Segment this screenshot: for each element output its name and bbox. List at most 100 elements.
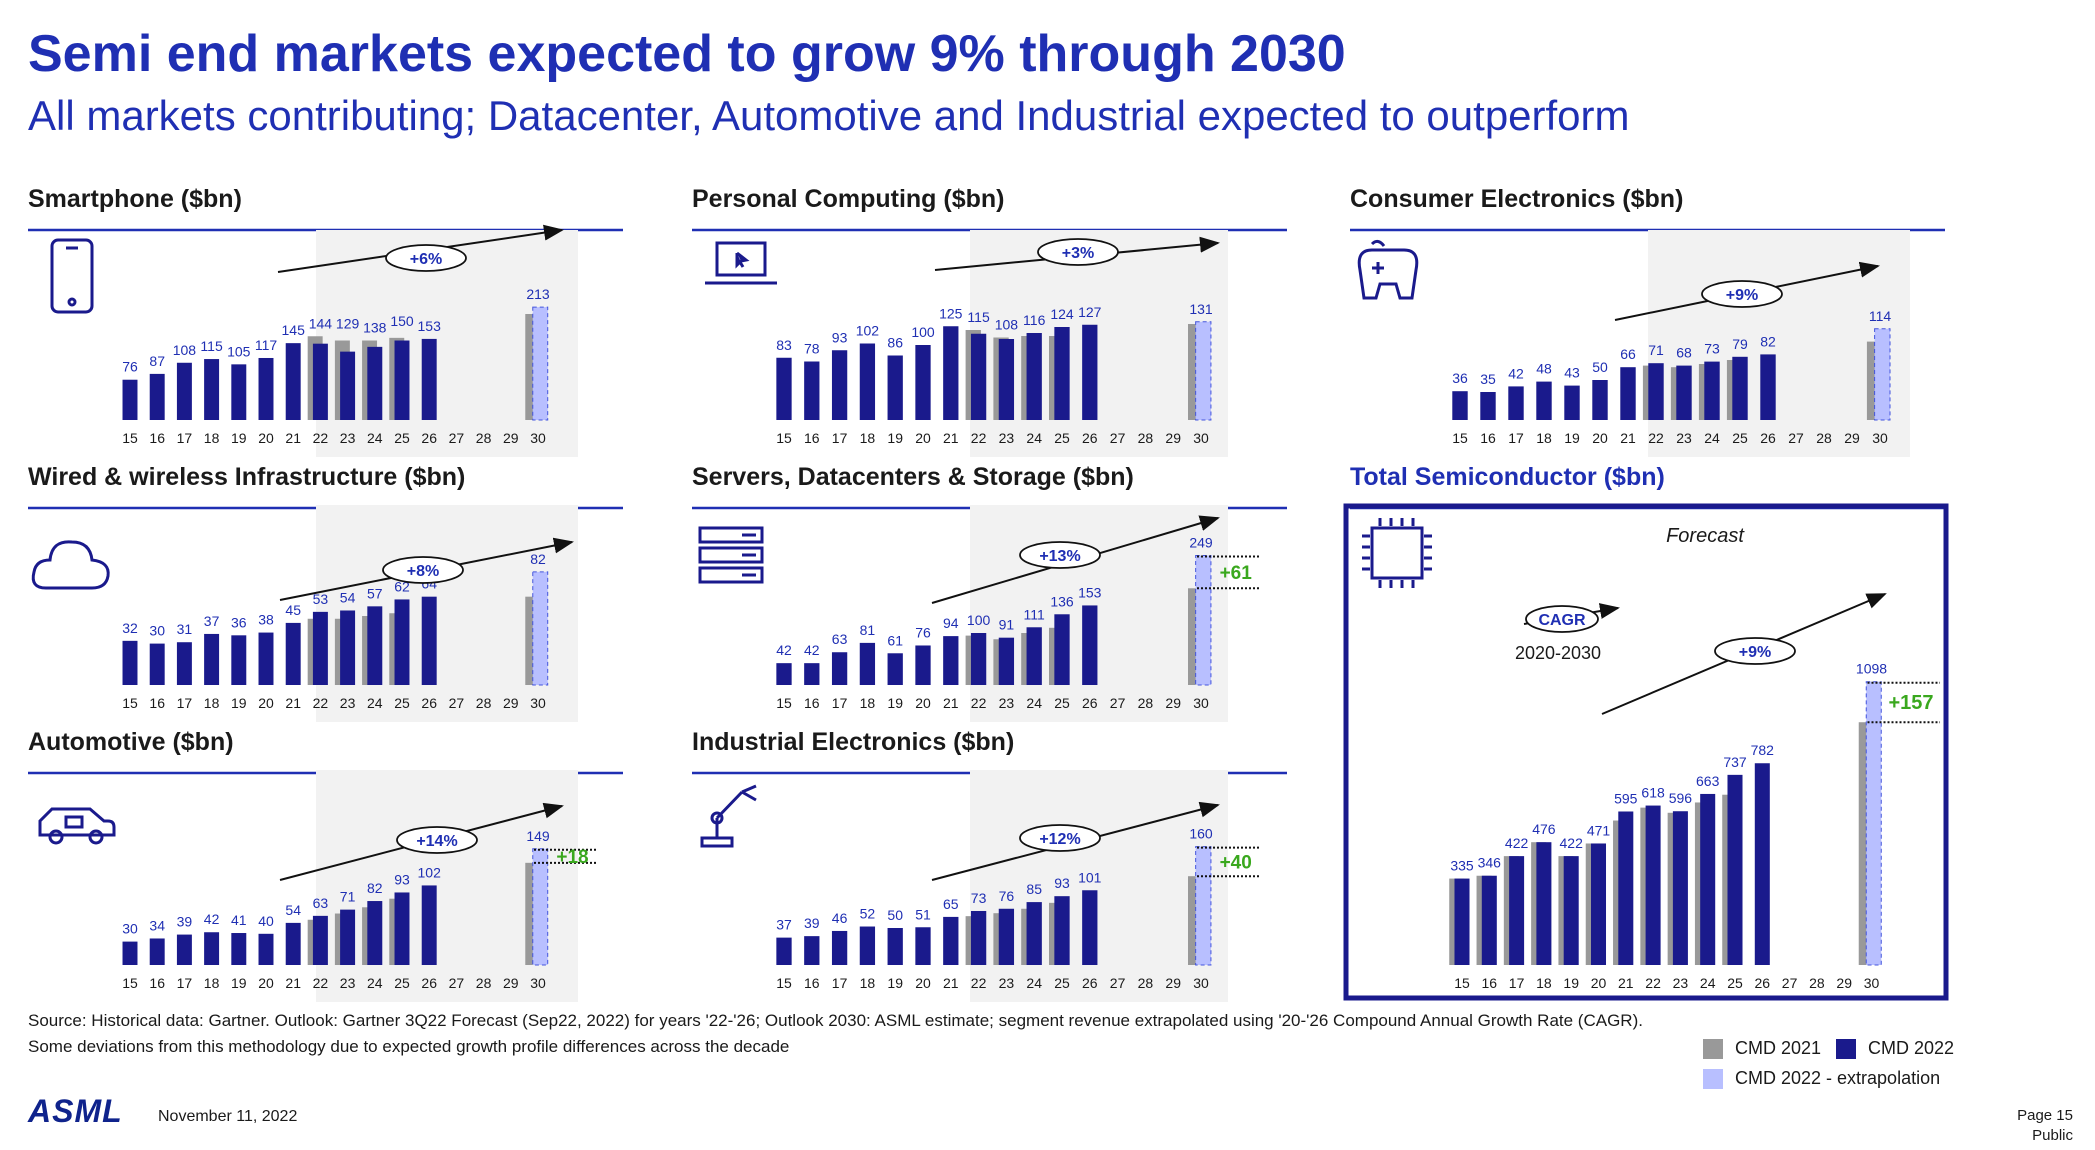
chart-title: Total Semiconductor ($bn) (1350, 463, 1665, 491)
bar-cmd2022 (312, 915, 328, 965)
forecast-shade (970, 505, 1228, 722)
bar-value-label: 108 (995, 317, 1019, 333)
bar-value-label: 117 (255, 337, 278, 353)
axis-tick-label: 22 (971, 695, 987, 711)
axis-tick-label: 27 (449, 430, 465, 446)
axis-tick-label: 21 (285, 975, 301, 991)
axis-tick-label: 15 (122, 430, 138, 446)
bar-value-label: 782 (1751, 742, 1775, 758)
bar-cmd2022 (1536, 381, 1552, 420)
axis-tick-label: 26 (1082, 975, 1098, 991)
chart-title: Consumer Electronics ($bn) (1350, 185, 1683, 213)
car-body (38, 807, 116, 837)
bar-value-label: 40 (258, 913, 274, 929)
bar-cmd2022 (1618, 811, 1634, 965)
bar-cmd2022 (149, 373, 165, 420)
legend-item-cmd2022: CMD 2022 (1836, 1038, 1954, 1059)
bar-cmd2022 (1454, 878, 1470, 965)
bar-value-label: 100 (911, 324, 935, 340)
bar-cmd2022 (1054, 327, 1070, 420)
legend-label-cmd2021: CMD 2021 (1735, 1038, 1822, 1058)
server-unit (698, 526, 764, 544)
axis-tick-label: 27 (1110, 975, 1126, 991)
axis-tick-label: 25 (394, 430, 410, 446)
axis-tick-label: 26 (421, 975, 437, 991)
bar-cmd2022 (1563, 856, 1579, 965)
bar-cmd2022 (231, 364, 247, 420)
axis-tick-label: 24 (367, 695, 383, 711)
bar-cmd2022 (776, 357, 792, 420)
bar-value-label: 145 (282, 322, 306, 338)
bar-value-label: 42 (776, 642, 792, 658)
bar-value-label: 46 (832, 910, 848, 926)
axis-tick-label: 18 (1536, 430, 1552, 446)
bar-cmd2022 (394, 892, 410, 965)
axis-tick-label: 15 (776, 975, 792, 991)
bar-cmd2022 (258, 632, 274, 685)
bar-cmd2022 (312, 611, 328, 685)
cagr-label: +6% (410, 251, 442, 268)
bar-value-label: 36 (1452, 370, 1468, 386)
axis-tick-label: 21 (943, 695, 959, 711)
bar-value-label: 31 (177, 621, 193, 637)
bar-value-label: 249 (1189, 535, 1213, 551)
axis-tick-label: 20 (1592, 430, 1608, 446)
gamepad-icon (1357, 239, 1419, 300)
bar-cmd2022 (1700, 793, 1716, 965)
bar-value-label: 115 (200, 338, 223, 354)
bar-cmd2022 (1648, 363, 1664, 420)
bar-value-label: 52 (860, 906, 876, 922)
page-title: Semi end markets expected to grow 9% thr… (28, 25, 1346, 83)
chart-panel: Servers, Datacenters & Storage ($bn) 42 15… (692, 463, 1287, 722)
bar-value-label: 35 (1480, 371, 1496, 387)
bar-cmd2022 (1509, 856, 1525, 965)
axis-tick-label: 29 (1165, 695, 1181, 711)
axis-tick-label: 15 (122, 975, 138, 991)
bar-value-label: 42 (1508, 365, 1524, 381)
cagr-label: +12% (1039, 831, 1080, 848)
total-semis-frame (1343, 503, 1949, 1001)
bar-cmd2022 (776, 663, 792, 685)
bar-value-label: 63 (832, 631, 848, 647)
bar-cmd2022 (970, 910, 987, 965)
axis-tick-label: 22 (971, 975, 987, 991)
bar-extrapolation (1874, 328, 1891, 421)
axis-tick-label: 24 (1704, 430, 1720, 446)
axis-tick-label: 24 (1026, 695, 1042, 711)
bar-value-label: 82 (1760, 333, 1776, 349)
bar-value-label: 43 (1564, 365, 1580, 381)
classification-label: Public (2032, 1127, 2073, 1144)
bar-extrapolation (1195, 846, 1212, 966)
cagr-pill (1019, 541, 1101, 569)
page-number: Page 15 (2017, 1107, 2073, 1124)
bar-cmd2022 (285, 922, 301, 965)
axis-tick-label: 26 (421, 430, 437, 446)
axis-tick-label: 27 (449, 975, 465, 991)
gamepad-cable (1370, 239, 1386, 247)
bar-value-label: 73 (1704, 341, 1720, 357)
bar-value-label: 125 (939, 305, 963, 321)
bar-value-label: 595 (1614, 790, 1638, 806)
bar-cmd2022 (340, 909, 356, 965)
car-plug (64, 815, 84, 829)
robot-base (700, 836, 734, 848)
axis-tick-label: 29 (1844, 430, 1860, 446)
bar-cmd2022 (1452, 391, 1468, 420)
axis-tick-label: 16 (149, 975, 165, 991)
bar-cmd2022 (859, 926, 876, 965)
chart-title: Servers, Datacenters & Storage ($bn) (692, 463, 1134, 491)
axis-tick-label: 21 (943, 430, 959, 446)
bar-cmd2022 (804, 936, 820, 965)
axis-tick-label: 30 (1193, 975, 1209, 991)
bar-value-label: 102 (418, 864, 442, 880)
axis-tick-label: 21 (943, 975, 959, 991)
axis-tick-label: 27 (1110, 430, 1126, 446)
bar-cmd2022 (204, 359, 220, 420)
bar-cmd2022 (1727, 774, 1743, 965)
bar-value-label: 41 (231, 912, 247, 928)
bar-cmd2022 (149, 643, 165, 685)
axis-tick-label: 26 (1082, 695, 1098, 711)
bar-cmd2022 (943, 916, 959, 965)
axis-tick-label: 19 (1563, 975, 1579, 991)
